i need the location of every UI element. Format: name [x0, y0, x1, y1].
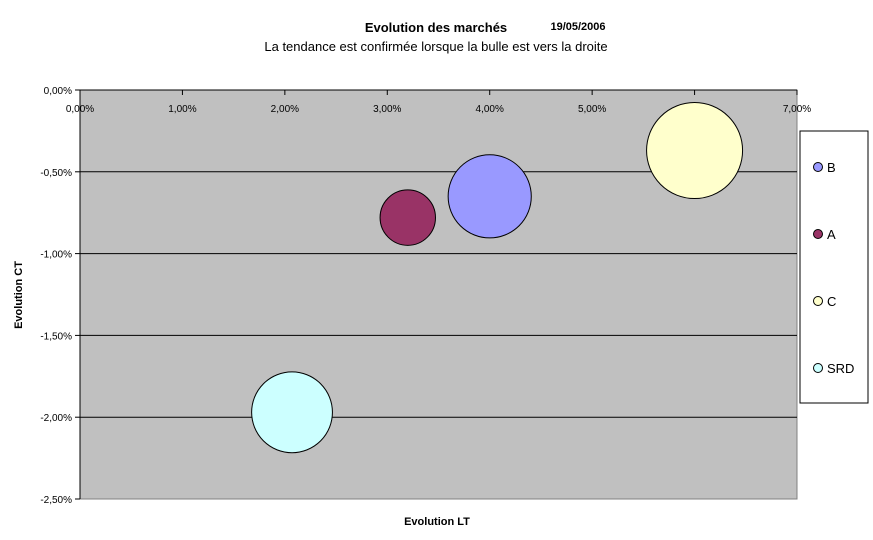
bubble-a	[379, 189, 436, 246]
legend-label-b: B	[827, 160, 836, 175]
y-axis-ticks: 0,00% -0,50% -1,00% -1,50% -2,00% -2,50%	[40, 86, 81, 506]
legend-label-srd: SRD	[827, 361, 854, 376]
chart-title: Evolution des marchés	[365, 20, 507, 35]
x-tick-label: 7,00%	[783, 104, 811, 115]
bubbles	[251, 102, 744, 454]
bubble-srd	[251, 371, 333, 454]
x-tick-label: 3,00%	[373, 104, 401, 115]
legend-label-c: C	[827, 294, 836, 309]
x-axis-label: Evolution LT	[404, 516, 470, 528]
x-tick-label: 1,00%	[168, 104, 196, 115]
chart-subtitle: La tendance est confirmée lorsque la bul…	[264, 39, 607, 54]
legend-box	[799, 130, 869, 404]
bubble-b	[447, 154, 532, 239]
legend-label-a: A	[827, 227, 836, 242]
x-tick-label: 5,00%	[578, 104, 606, 115]
y-tick-label: -1,50%	[40, 331, 72, 342]
legend-marker-a	[813, 229, 823, 239]
bubble-c	[646, 102, 744, 200]
legend-marker-srd	[813, 363, 823, 373]
legend-marker-b	[813, 162, 823, 172]
x-tick-label: 2,00%	[271, 104, 299, 115]
y-tick-label: -2,00%	[40, 413, 72, 424]
x-tick-label: 4,00%	[476, 104, 504, 115]
y-tick-label: -2,50%	[40, 495, 72, 506]
y-tick-label: -0,50%	[40, 168, 72, 179]
legend-marker-c	[813, 296, 823, 306]
legend: B A C SRD	[813, 160, 854, 376]
y-tick-label: 0,00%	[44, 86, 72, 97]
y-tick-label: -1,00%	[40, 250, 72, 261]
y-axis-label: Evolution CT	[13, 261, 25, 329]
chart-date: 19/05/2006	[550, 21, 605, 33]
